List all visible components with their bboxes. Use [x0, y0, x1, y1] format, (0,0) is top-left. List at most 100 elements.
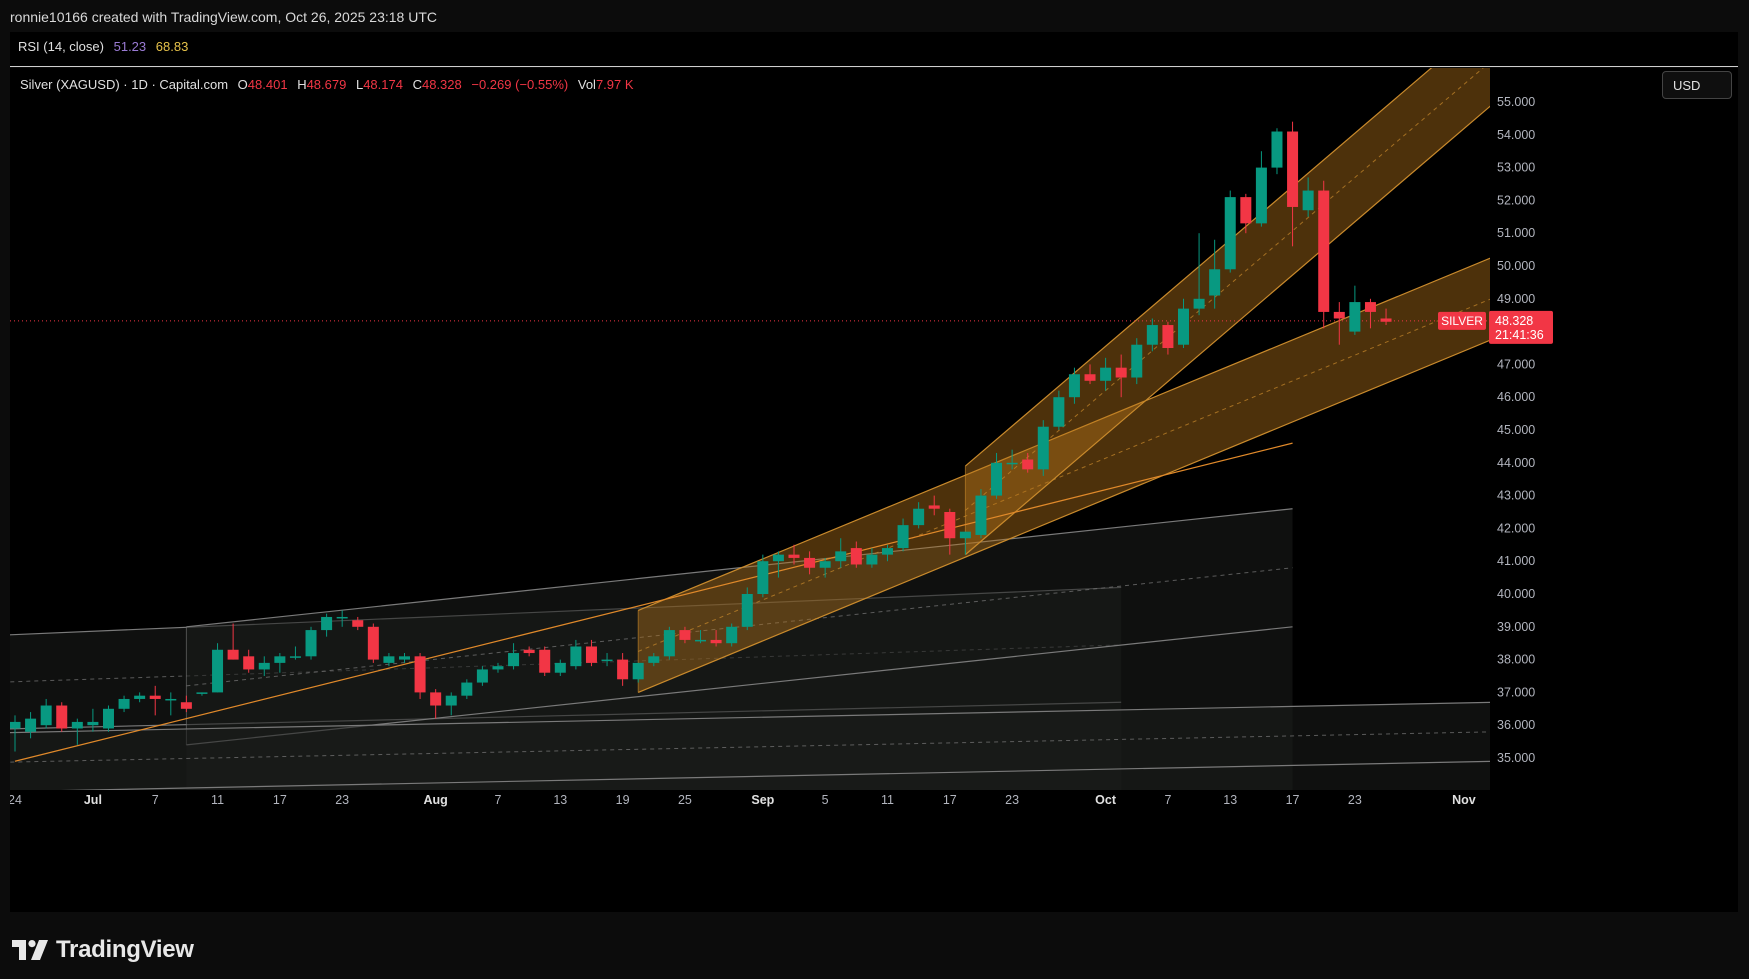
time-tick-label: 5 — [822, 793, 829, 807]
open-value: 48.401 — [247, 77, 288, 92]
candle-body — [383, 656, 395, 663]
candle-body — [1349, 302, 1361, 332]
candle — [804, 551, 816, 575]
currency-button[interactable]: USD — [1662, 71, 1732, 99]
candle — [414, 653, 426, 699]
price-tick-label: 36.000 — [1497, 718, 1535, 732]
candle-body — [1162, 325, 1174, 348]
channel-bottom-line-2 — [60, 760, 1490, 790]
candle-body — [944, 512, 956, 539]
candle-body — [850, 548, 862, 565]
candle-body — [991, 462, 1003, 496]
candle-body — [679, 630, 691, 640]
candle — [430, 689, 442, 719]
channel-top-line-1 — [186, 508, 1293, 628]
channel-fill-4 — [965, 68, 1490, 555]
candle — [212, 643, 224, 693]
candle-body — [305, 630, 317, 657]
candle — [1131, 338, 1143, 385]
candle-body — [1115, 367, 1127, 378]
rsi-ma-value: 68.83 — [155, 39, 189, 54]
change-value: −0.269 (−0.55%) — [471, 77, 569, 92]
rsi-pane[interactable]: RSI (14, close) 51.23 68.83 — [10, 32, 1738, 67]
tradingview-logo: TradingView — [12, 935, 194, 965]
candle — [741, 587, 753, 631]
time-tick-label: Aug — [424, 793, 448, 807]
time-tick-label: 17 — [273, 793, 287, 807]
channel-fill-3 — [638, 258, 1490, 693]
candle-body — [367, 626, 379, 660]
candle — [134, 692, 146, 703]
candle-body — [772, 554, 784, 562]
time-tick-label: 25 — [678, 793, 692, 807]
candle-body — [866, 554, 878, 565]
candle — [1162, 321, 1174, 355]
candle — [352, 616, 364, 631]
candle — [1318, 180, 1330, 329]
candle-body — [570, 646, 582, 667]
candle — [180, 695, 192, 713]
price-chart-pane[interactable]: 55.000 54.000 53.000 52.000 51.000 50.000 49.0… — [10, 68, 1738, 912]
candle — [772, 551, 784, 578]
candle-body — [134, 695, 146, 699]
candle — [788, 544, 800, 565]
candle-body — [788, 554, 800, 558]
candle — [1146, 318, 1158, 352]
symbol-legend[interactable]: Silver (XAGUSD) · 1D · Capital.com O48.4… — [20, 77, 634, 92]
candle — [585, 639, 597, 667]
candle-body — [1209, 269, 1221, 296]
rsi-label[interactable]: RSI (14, close) — [18, 39, 104, 54]
candle — [695, 630, 707, 644]
candle — [56, 702, 68, 732]
candle — [305, 626, 317, 660]
price-axis: 55.000 54.000 53.000 52.000 51.000 50.000 49.0… — [1497, 95, 1535, 765]
candle-body — [414, 656, 426, 693]
time-tick-label: 23 — [1348, 793, 1362, 807]
time-tick-label: 19 — [616, 793, 630, 807]
time-tick-label: 11 — [881, 793, 894, 807]
candle — [102, 705, 114, 732]
candle — [1302, 177, 1314, 217]
price-tick-label: 51.000 — [1497, 226, 1535, 240]
low-value: 48.174 — [363, 77, 403, 92]
candle-body — [352, 620, 364, 627]
price-tick-label: 38.000 — [1497, 653, 1535, 667]
price-tick-label: 55.000 — [1497, 95, 1535, 109]
candle-body — [632, 662, 644, 680]
candle-body — [601, 659, 613, 662]
high-value: 48.679 — [306, 77, 347, 92]
candle-body — [10, 721, 21, 729]
tradingview-logo-icon — [12, 940, 48, 960]
candle — [1100, 357, 1112, 391]
symbol-title[interactable]: Silver (XAGUSD) · 1D · Capital.com — [20, 77, 229, 92]
candle-body — [523, 649, 535, 654]
candle-body — [663, 630, 675, 657]
candle-body — [913, 508, 925, 526]
candle — [1178, 298, 1189, 348]
chart-credit: ronnie10166 created with TradingView.com… — [10, 9, 437, 25]
channel-shade-2 — [10, 702, 1490, 790]
price-tag-countdown: 21:41:36 — [1495, 328, 1544, 342]
channel-top-line-2 — [10, 701, 1490, 734]
candle-body — [430, 692, 442, 706]
candle-body — [1333, 311, 1345, 319]
time-tick-label: 13 — [1223, 793, 1237, 807]
candle — [648, 653, 660, 667]
candle-body — [1100, 367, 1112, 381]
candle-body — [617, 659, 629, 680]
candle — [757, 554, 769, 598]
candle — [913, 502, 925, 529]
time-tick-label: Jul — [84, 793, 102, 807]
candle-body — [336, 616, 348, 619]
candle-body — [40, 705, 52, 726]
candle — [1084, 364, 1096, 385]
candle-body — [289, 656, 301, 658]
time-tick-label: Nov — [1452, 793, 1476, 807]
price-tick-label: 53.000 — [1497, 161, 1535, 175]
candle-body — [87, 721, 99, 726]
price-tag-value: 48.328 — [1495, 314, 1533, 328]
candle — [118, 695, 130, 713]
time-tick-label: 11 — [211, 793, 224, 807]
candlestick-chart[interactable]: 55.000 54.000 53.000 52.000 51.000 50.000 49.0… — [10, 68, 1738, 912]
candle-body — [1271, 131, 1283, 168]
